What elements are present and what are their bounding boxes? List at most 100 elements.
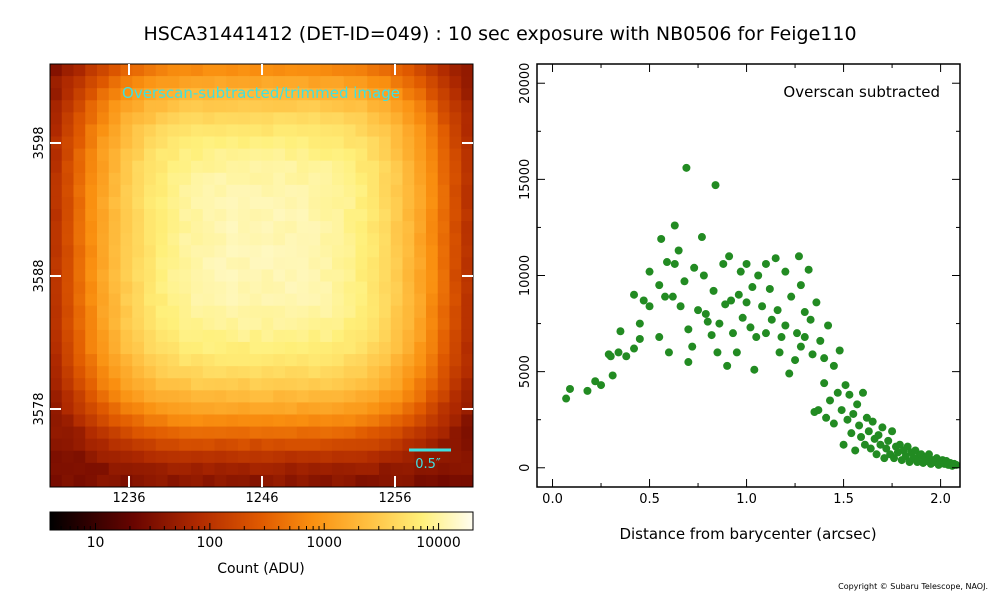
scatter-point [711,181,720,190]
heatmap-pixel [249,366,263,379]
heatmap-pixel [343,354,357,367]
heatmap-pixel [426,329,439,343]
heatmap-pixel [85,281,98,295]
scatter-point [758,302,767,311]
heatmap-pixel [214,221,227,234]
heatmap-pixel [402,148,415,162]
heatmap-pixel [85,462,98,476]
heatmap-pixel [426,136,439,150]
heatmap-pixel [261,209,274,222]
heatmap-pixel [390,329,404,343]
heatmap-pixel [61,378,75,391]
scatter-point [694,306,703,315]
heatmap-pixel [179,317,192,331]
heatmap-pixel [461,317,473,331]
heatmap-pixel [191,293,204,307]
heatmap-pixel [261,221,274,234]
heatmap-pixel [85,124,98,138]
scatter-y-tick-label: 20000 [518,63,533,104]
heatmap-pixel [308,136,321,150]
scatter-point [851,446,860,455]
heatmap-pixel [261,76,274,89]
heatmap-pixel [97,148,110,162]
heatmap-pixel [97,305,110,319]
heatmap-pixel [461,100,473,113]
heatmap-pixel [308,196,321,210]
heatmap-pixel [449,378,462,391]
heatmap-pixel [144,257,157,271]
heatmap-pixel [332,148,345,162]
heatmap-pixel [132,341,145,355]
scatter-point [606,352,615,361]
heatmap-pixel [167,245,180,258]
heatmap-pixel [120,378,133,391]
heatmap-pixel [73,124,86,138]
heatmap-pixel [285,64,298,77]
heatmap-pixel [226,390,239,403]
heatmap-pixel [426,112,439,126]
heatmap-pixel [414,450,427,464]
heatmap-pixel [226,100,239,113]
heatmap-pixel [426,438,439,452]
heatmap-pixel [167,64,180,77]
heatmap-pixel [261,354,274,367]
heatmap-pixel [367,378,380,391]
heatmap-pixel [367,184,380,198]
heatmap-pixel [50,450,63,464]
heatmap-pixel [144,245,157,258]
scatter-point [874,431,883,440]
heatmap-pixel [355,172,368,186]
heatmap-pixel [73,160,86,174]
scatter-point [736,267,745,276]
heatmap-pixel [226,293,239,307]
heatmap-pixel [273,378,286,391]
scatter-point [895,440,904,449]
heatmap-pixel [367,209,380,222]
heatmap-pixel [179,172,192,186]
heatmap-pixel [273,209,286,222]
heatmap-pixel [85,148,98,162]
heatmap-pixel [437,148,451,162]
heatmap-pixel [108,76,122,89]
heatmap-pixel [437,462,451,476]
scatter-point [622,352,631,361]
heatmap-pixel [191,366,204,379]
heatmap-pixel [108,269,122,283]
scatter-point [645,302,654,311]
heatmap-pixel [61,76,75,89]
heatmap-pixel [108,378,122,391]
image-y-ticks: 3598 3588 3578 [32,126,473,426]
heatmap-pixel [379,124,392,138]
heatmap-pixel [120,450,133,464]
colorbar-tick-label: 10000 [416,535,461,551]
heatmap-pixel [155,196,169,210]
heatmap-pixel [132,402,145,416]
heatmap-pixel [355,281,368,295]
heatmap-pixel [85,209,98,222]
heatmap-pixel [355,474,368,487]
scatter-point [684,325,693,334]
heatmap-pixel [261,281,274,295]
heatmap-pixel [261,390,274,403]
heatmap-pixel [120,100,133,113]
heatmap-pixel [61,245,75,258]
scatter-point [771,254,780,263]
heatmap-pixel [120,281,133,295]
heatmap-pixel [449,341,462,355]
heatmap-pixel [437,378,451,391]
heatmap-pixel [379,390,392,403]
heatmap-pixel [261,305,274,319]
heatmap-pixel [273,462,286,476]
heatmap-pixel [179,438,192,452]
heatmap-pixel [296,88,310,101]
heatmap-pixel [144,414,157,428]
scatter-point [903,442,912,451]
heatmap-pixel [437,474,451,487]
heatmap-pixel [390,196,404,210]
heatmap-pixel [273,136,286,150]
heatmap-pixel [414,390,427,403]
heatmap-pixel [155,221,169,234]
heatmap-pixel [144,160,157,174]
heatmap-pixel [214,450,227,464]
heatmap-pixel [214,269,227,283]
